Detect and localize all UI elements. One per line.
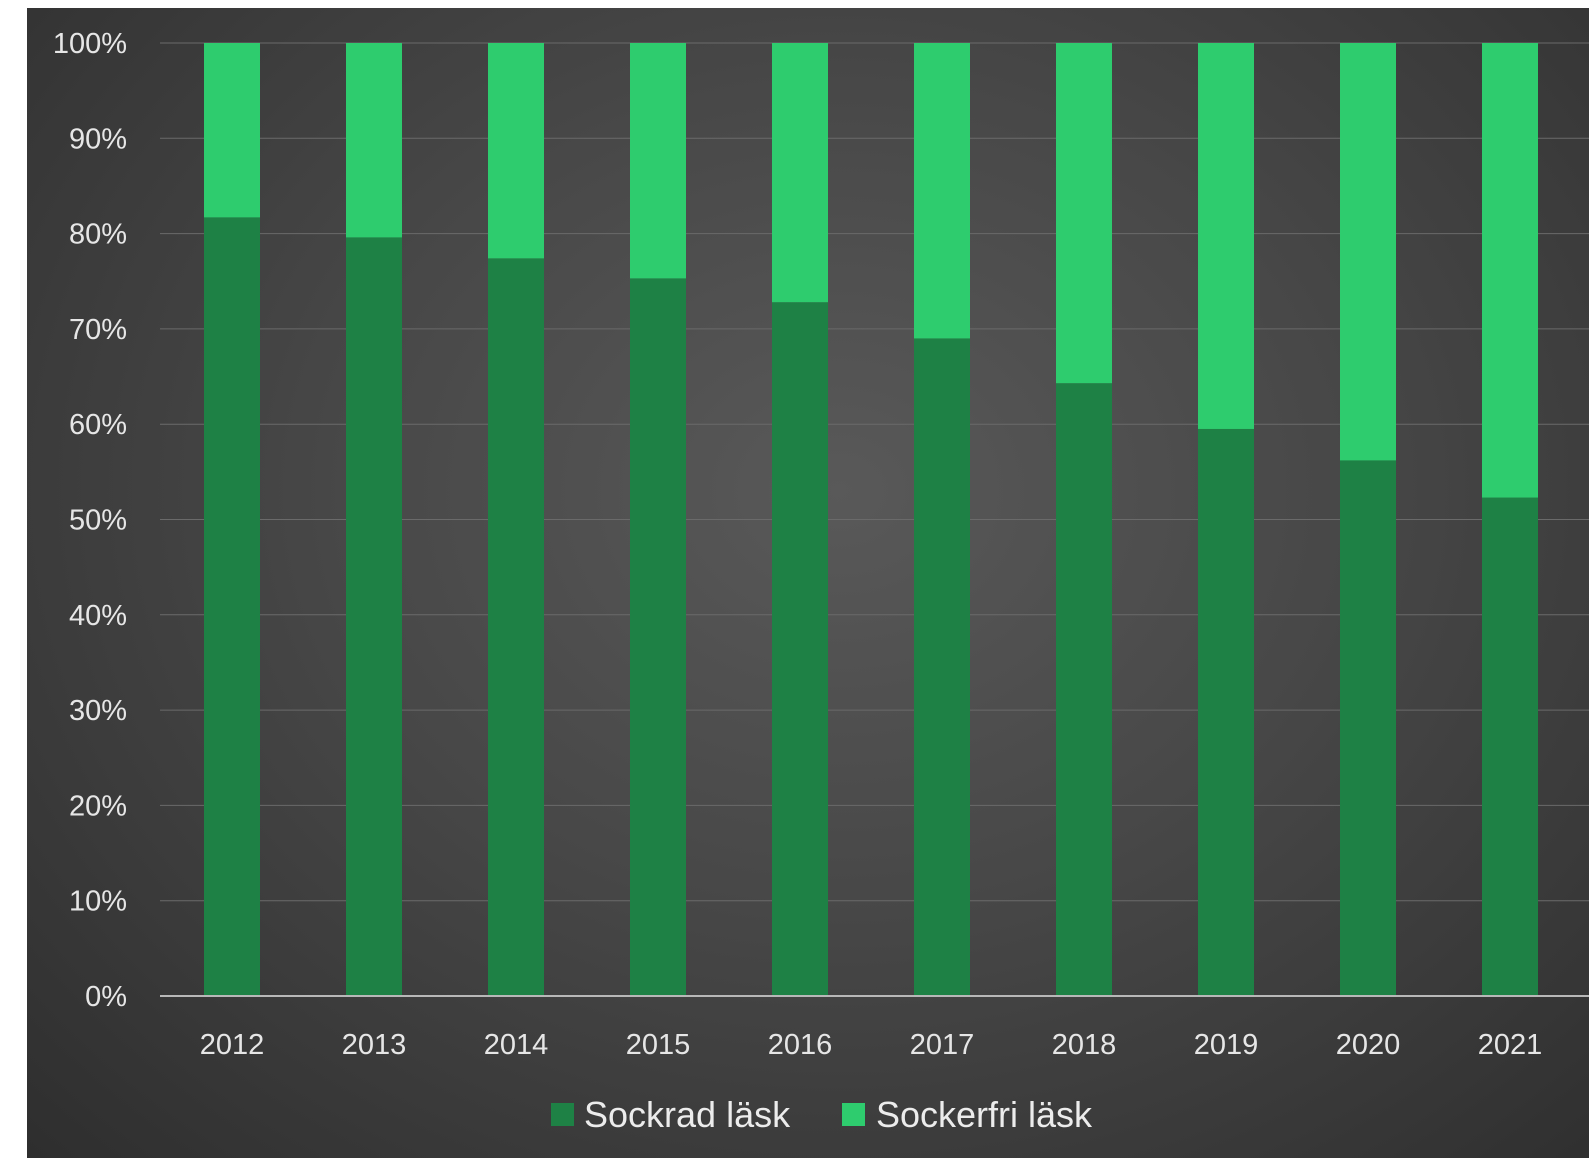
bar-2012-series-0 [204,217,260,997]
bar-2017-series-0 [914,338,970,996]
y-tick-label: 80% [69,219,127,251]
x-tick-label: 2013 [342,1029,407,1061]
legend-swatch [842,1103,865,1126]
bar-2018-series-1 [1056,43,1112,384]
legend-label: Sockerfri läsk [876,1094,1093,1135]
bar-2019-series-1 [1198,43,1254,429]
x-tick-label: 2019 [1194,1029,1259,1061]
bar-2019-series-0 [1198,428,1254,997]
y-tick-label: 90% [69,123,127,155]
bar-2021-series-1 [1482,43,1538,498]
y-tick-labels: 0% 10% 20% 30% 40% 50% 60% 70% 80% 90% 100% [53,28,127,1013]
legend-label: Sockrad läsk [584,1094,791,1135]
y-tick-label: 30% [69,695,127,727]
bar-2015-series-1 [630,43,686,279]
y-tick-label: 60% [69,409,127,441]
x-tick-label: 2014 [484,1029,549,1061]
bars [204,43,1538,997]
x-tick-label: 2020 [1336,1029,1401,1061]
bar-2016-series-0 [772,302,828,996]
x-tick-label: 2016 [768,1029,833,1061]
x-tick-label: 2017 [910,1029,975,1061]
bar-2018-series-0 [1056,383,1112,996]
bar-2016-series-1 [772,43,828,303]
bar-2021-series-0 [1482,497,1538,996]
bar-2020-series-1 [1340,43,1396,461]
stacked-bar-chart: 0%10%20%30%40%50%60%70%80%90%100% 2012 20… [53,28,1589,1135]
x-tick-label: 2015 [626,1029,691,1061]
bar-2013-series-0 [346,237,402,997]
bar-2013-series-1 [346,43,402,238]
bar-2014-series-1 [488,43,544,259]
y-tick-label: 20% [69,790,127,822]
x-tick-label: 2021 [1478,1029,1543,1061]
y-tick-label: 70% [69,314,127,346]
legend-swatch [551,1103,574,1126]
x-tick-label: 2018 [1052,1029,1117,1061]
bar-2020-series-0 [1340,460,1396,996]
bar-2017-series-1 [914,43,970,339]
y-tick-label: 10% [69,886,127,918]
y-tick-label: 100% [53,28,127,60]
bar-2014-series-0 [488,258,544,996]
x-tick-label: 2012 [200,1029,265,1061]
chart-panel: 0% 10% 20% 30% 40% 50% 60% 70% 80% 90% 100% 2012 20… [27,8,1589,1158]
legend: Sockrad läsk Sockerfri läsk [551,1094,1093,1135]
y-tick-label: 0% [85,981,127,1013]
x-tick-labels: 2012 2013 2014 2015 2016 2017 2018 2019 2020 2021 [200,1029,1543,1061]
bar-2015-series-0 [630,278,686,996]
bar-2012-series-1 [204,43,260,218]
y-tick-label: 40% [69,600,127,632]
y-tick-label: 50% [69,505,127,537]
